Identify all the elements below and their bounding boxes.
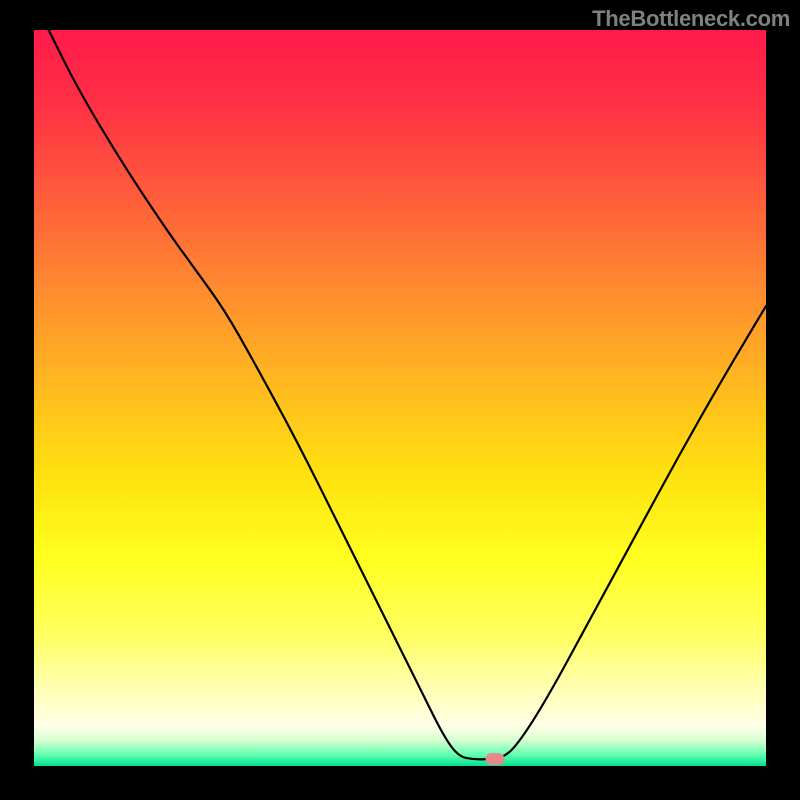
gradient-background [34, 30, 766, 766]
chart-svg [34, 30, 766, 766]
watermark-text: TheBottleneck.com [592, 6, 790, 32]
highlight-marker [486, 753, 505, 765]
plot-area [34, 30, 766, 766]
